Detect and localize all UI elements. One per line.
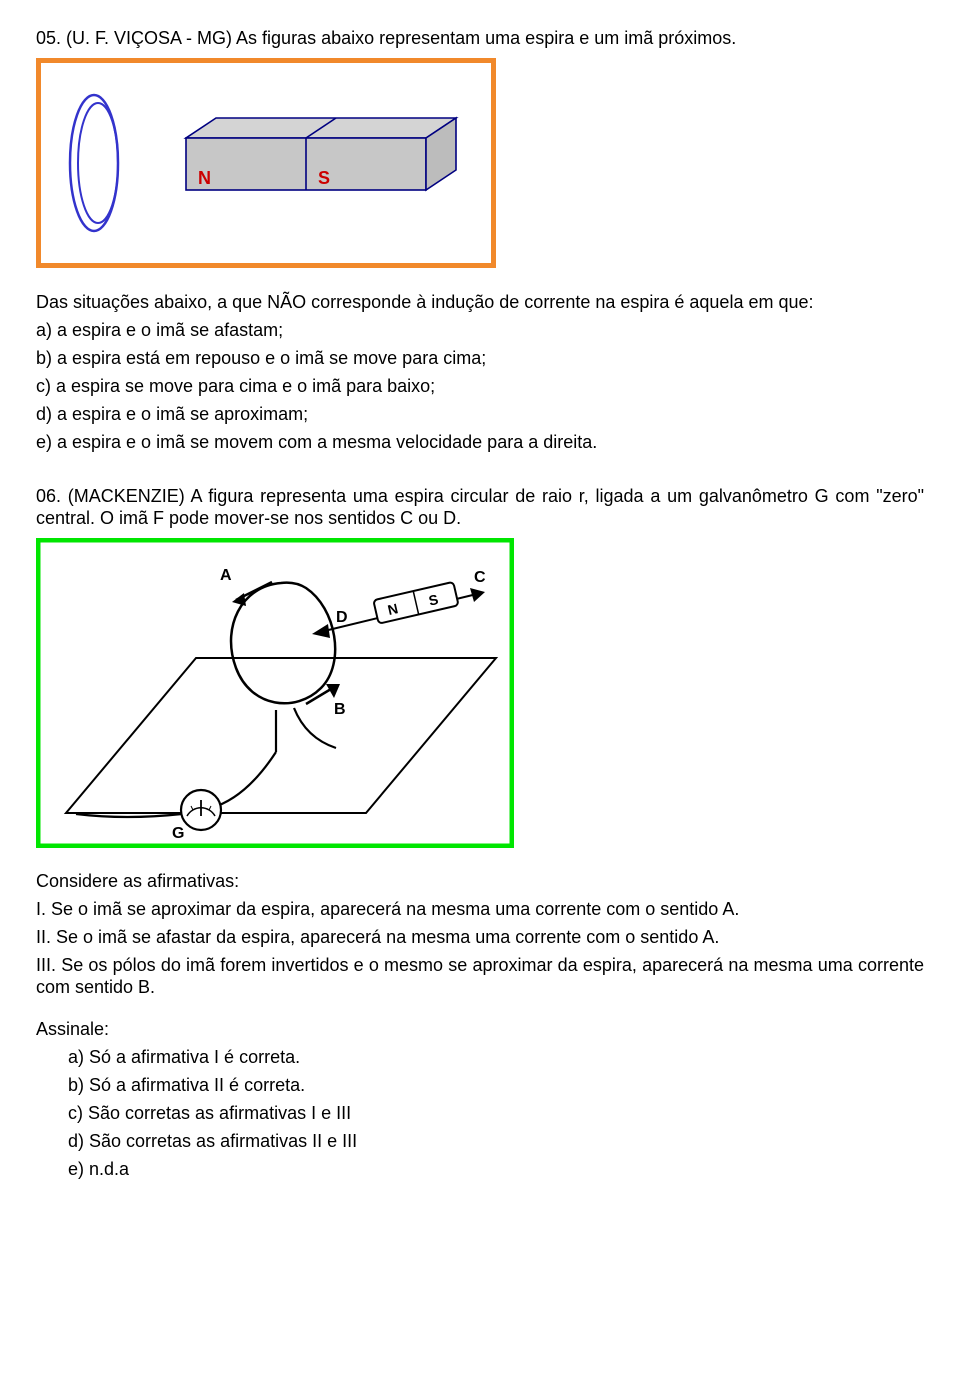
- q06-stmts-heading: Considere as afirmativas:: [36, 871, 924, 893]
- svg-text:B: B: [334, 701, 346, 718]
- q06-stmt-iii: III. Se os pólos do imã forem invertidos…: [36, 955, 924, 999]
- q05-opt-b: b) a espira está em repouso e o imã se m…: [36, 348, 924, 370]
- q05-figure: N S: [36, 58, 924, 274]
- svg-text:D: D: [336, 609, 348, 626]
- q05-intro: Das situações abaixo, a que NÃO correspo…: [36, 292, 924, 314]
- q06-opt-e: e) n.d.a: [68, 1159, 924, 1181]
- q06-opt-a: a) Só a afirmativa I é correta.: [68, 1047, 924, 1069]
- q06-opt-d: d) São corretas as afirmativas II e III: [68, 1131, 924, 1153]
- q05-opt-c: c) a espira se move para cima e o imã pa…: [36, 376, 924, 398]
- q06-assinale: Assinale:: [36, 1019, 924, 1041]
- q06-opt-c: c) São corretas as afirmativas I e III: [68, 1103, 924, 1125]
- q05-opt-a: a) a espira e o imã se afastam;: [36, 320, 924, 342]
- q06-opt-b: b) Só a afirmativa II é correta.: [68, 1075, 924, 1097]
- q05-opt-d: d) a espira e o imã se aproximam;: [36, 404, 924, 426]
- svg-text:N: N: [198, 168, 211, 188]
- svg-text:G: G: [172, 825, 184, 842]
- q05-heading: 05. (U. F. VIÇOSA - MG) As figuras abaix…: [36, 28, 924, 50]
- svg-text:A: A: [220, 567, 232, 584]
- svg-text:C: C: [474, 569, 486, 586]
- q06-figure: A B D C N S G: [36, 538, 924, 854]
- q05-opt-e: e) a espira e o imã se movem com a mesma…: [36, 432, 924, 454]
- svg-text:S: S: [318, 168, 330, 188]
- q06-heading: 06. (MACKENZIE) A figura representa uma …: [36, 486, 924, 530]
- q06-stmt-i: I. Se o imã se aproximar da espira, apar…: [36, 899, 924, 921]
- q06-stmt-ii: II. Se o imã se afastar da espira, apare…: [36, 927, 924, 949]
